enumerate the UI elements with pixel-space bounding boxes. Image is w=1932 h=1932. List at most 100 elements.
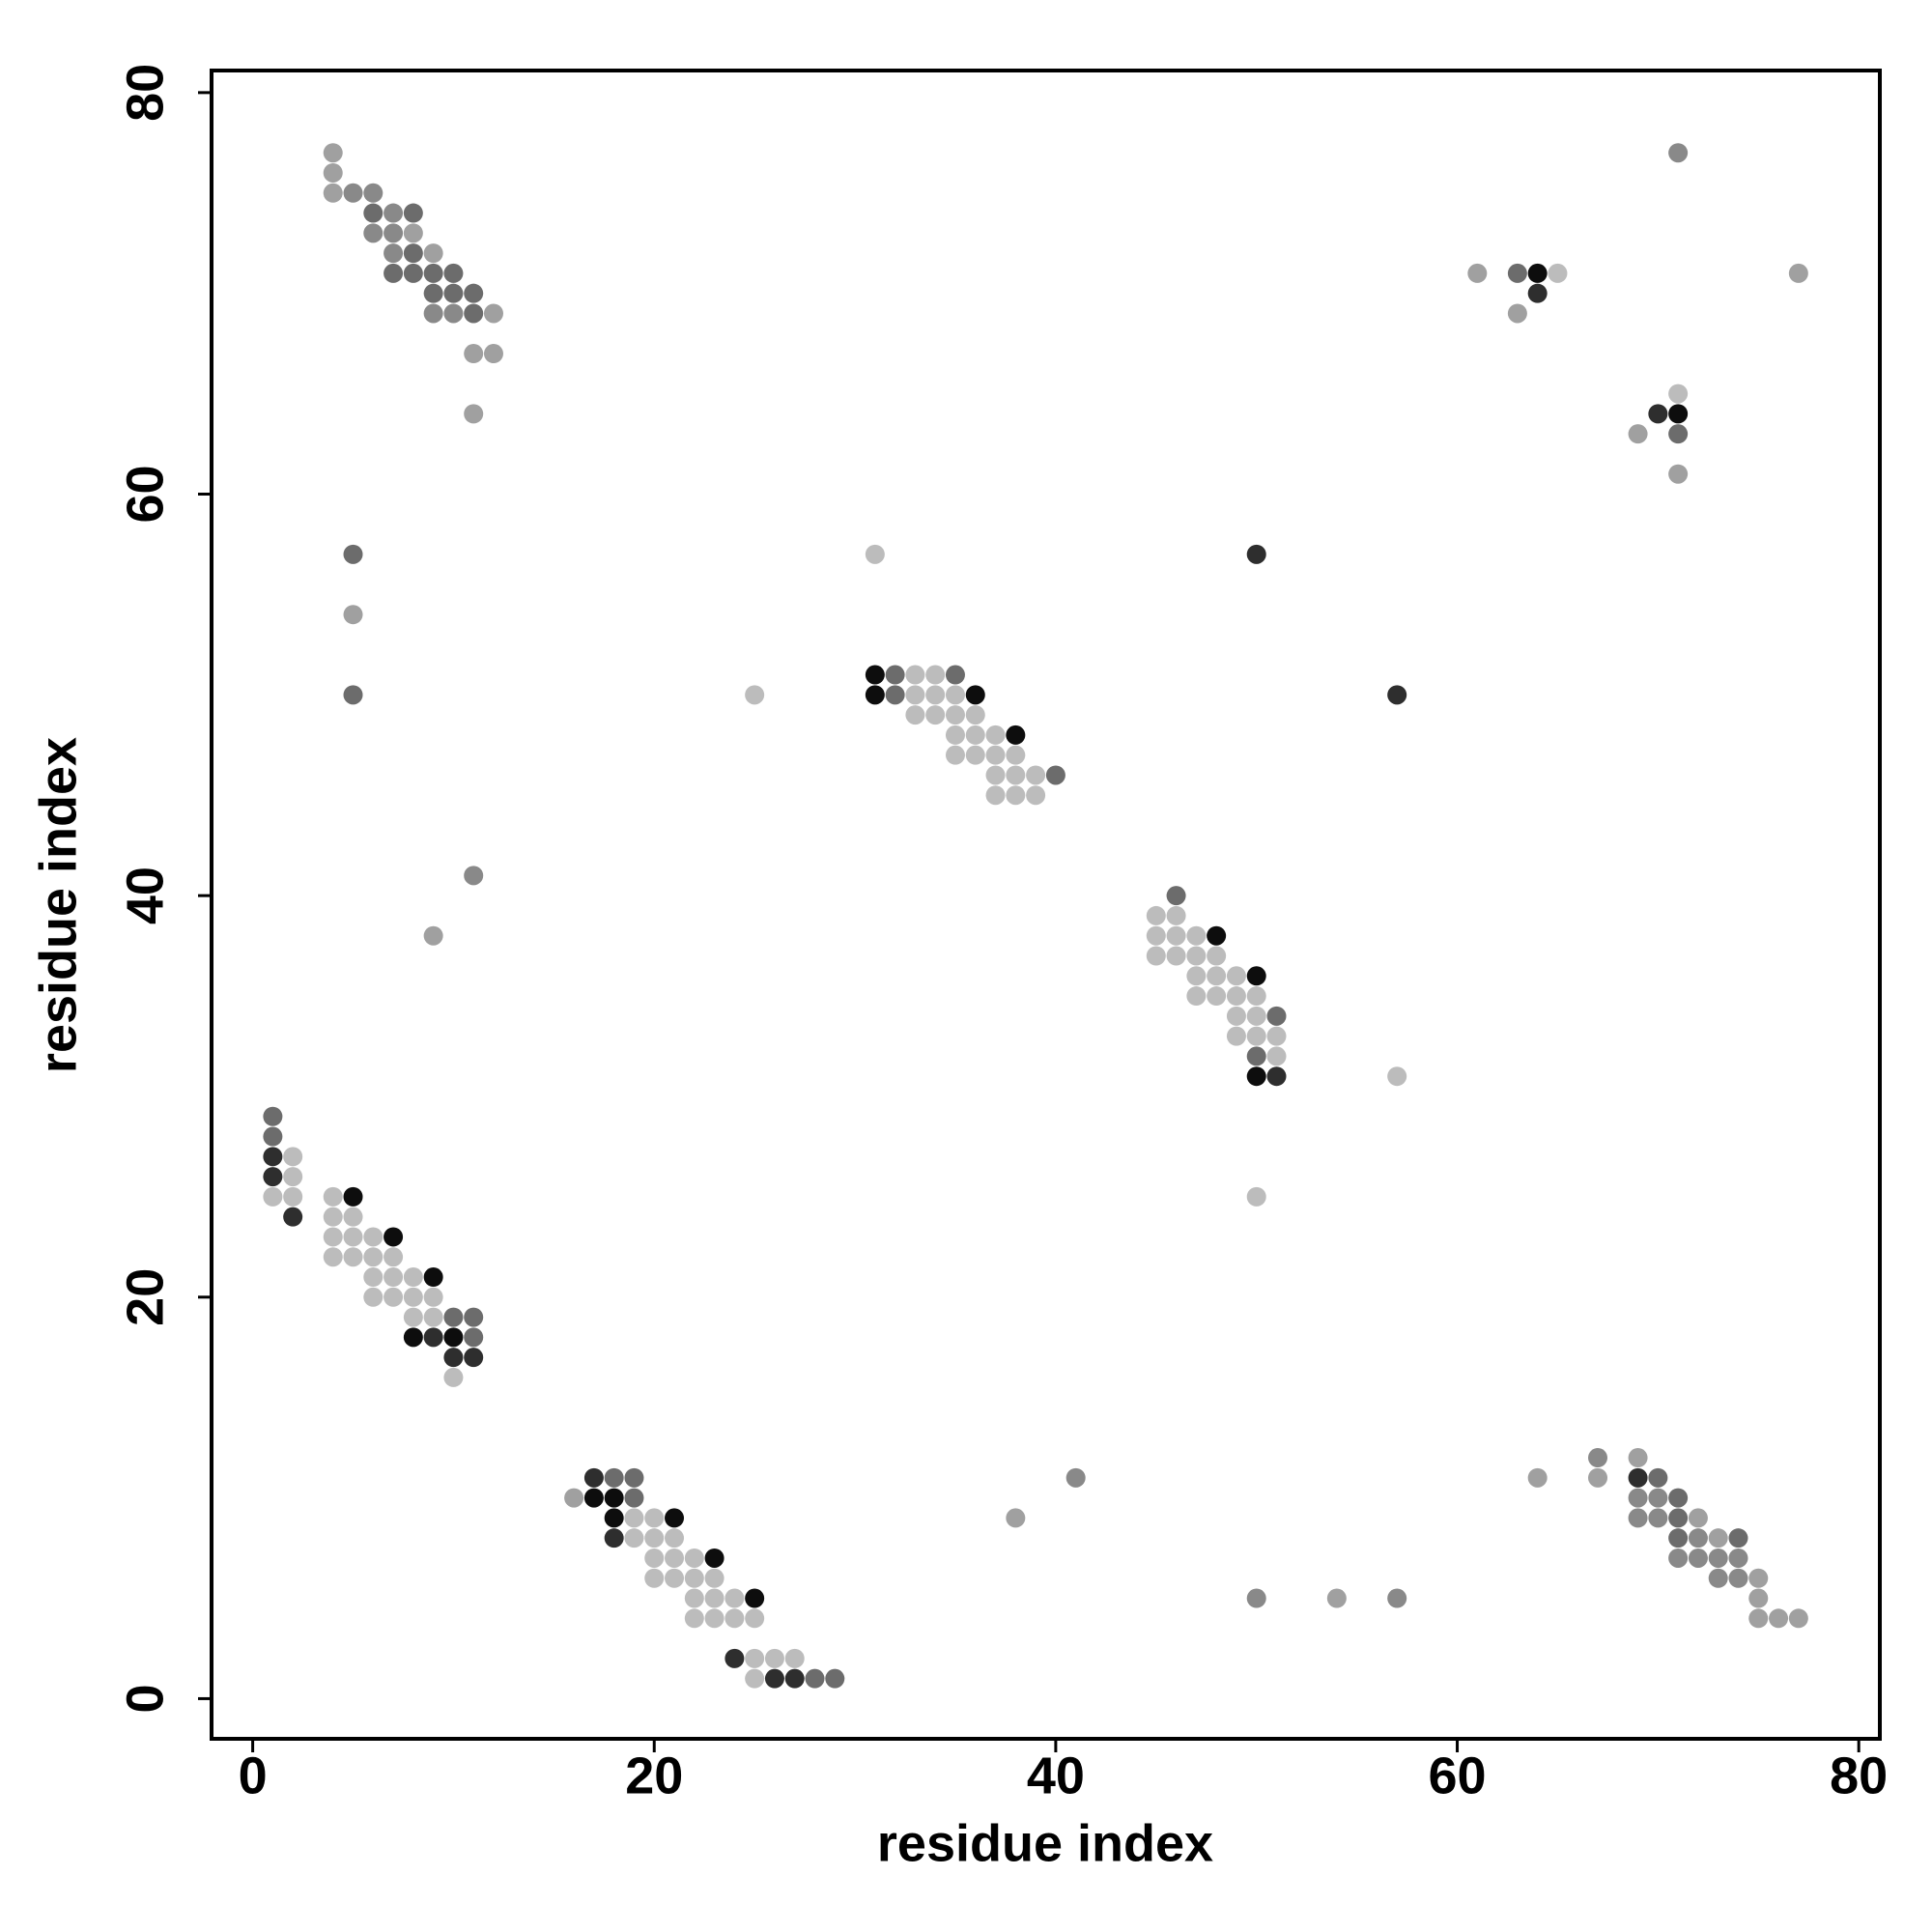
- point: [343, 685, 363, 705]
- point: [784, 1668, 805, 1689]
- point: [464, 1327, 484, 1348]
- point: [1708, 1528, 1728, 1548]
- point: [624, 1488, 644, 1508]
- point: [1166, 946, 1186, 966]
- point: [1548, 263, 1568, 283]
- point: [985, 745, 1006, 765]
- x-tick-label: 80: [1830, 1747, 1888, 1804]
- point: [1166, 886, 1186, 906]
- plot-frame: [210, 69, 1882, 1741]
- point: [363, 1267, 384, 1288]
- point: [624, 1508, 644, 1528]
- point: [865, 665, 885, 685]
- point: [583, 1488, 604, 1508]
- point: [323, 162, 343, 183]
- point: [403, 1307, 423, 1327]
- point: [1628, 1488, 1648, 1508]
- point: [1708, 1548, 1728, 1568]
- point: [384, 203, 404, 223]
- point: [343, 183, 363, 203]
- point: [423, 1287, 443, 1307]
- point: [1266, 1046, 1287, 1066]
- point: [423, 1267, 443, 1288]
- point: [384, 1227, 404, 1247]
- point: [403, 1327, 423, 1348]
- point: [384, 1267, 404, 1288]
- point: [925, 705, 946, 725]
- point: [443, 1348, 464, 1368]
- point: [1026, 765, 1046, 785]
- point: [644, 1548, 665, 1568]
- point: [1588, 1467, 1608, 1488]
- point: [323, 1207, 343, 1227]
- point: [1668, 1488, 1689, 1508]
- point: [283, 1186, 303, 1207]
- point: [483, 344, 503, 364]
- point: [1006, 724, 1026, 745]
- point: [1788, 1608, 1808, 1629]
- point: [1387, 685, 1407, 705]
- point: [423, 243, 443, 264]
- point: [965, 685, 985, 705]
- point: [604, 1467, 624, 1488]
- point: [283, 1207, 303, 1227]
- point: [745, 1648, 765, 1668]
- x-tick-label: 0: [239, 1747, 268, 1804]
- point: [745, 1608, 765, 1629]
- point: [1246, 1588, 1266, 1608]
- point: [1026, 785, 1046, 806]
- point: [423, 925, 443, 946]
- point: [464, 303, 484, 324]
- point: [1688, 1508, 1708, 1528]
- point: [985, 724, 1006, 745]
- point: [343, 1247, 363, 1267]
- point: [1186, 966, 1207, 986]
- point: [1748, 1568, 1769, 1588]
- point: [1527, 263, 1548, 283]
- point: [1006, 1508, 1026, 1528]
- point: [1207, 966, 1227, 986]
- point: [363, 1227, 384, 1247]
- point: [1467, 263, 1488, 283]
- point: [583, 1467, 604, 1488]
- point: [965, 705, 985, 725]
- point: [283, 1167, 303, 1187]
- point: [1668, 143, 1689, 163]
- point: [885, 685, 905, 705]
- point: [443, 303, 464, 324]
- point: [343, 1186, 363, 1207]
- point: [604, 1488, 624, 1508]
- point: [443, 283, 464, 303]
- point: [1226, 1026, 1246, 1046]
- point: [1769, 1608, 1789, 1629]
- point: [1648, 1508, 1668, 1528]
- point: [1628, 1448, 1648, 1468]
- point: [724, 1608, 745, 1629]
- point: [1266, 1066, 1287, 1087]
- point: [1186, 946, 1207, 966]
- point: [1748, 1608, 1769, 1629]
- point: [1207, 986, 1227, 1007]
- point: [1246, 1046, 1266, 1066]
- point: [1246, 1006, 1266, 1026]
- point: [1628, 424, 1648, 444]
- point: [323, 183, 343, 203]
- point: [403, 1287, 423, 1307]
- point: [1648, 404, 1668, 424]
- point: [644, 1508, 665, 1528]
- point: [945, 745, 965, 765]
- point: [283, 1147, 303, 1167]
- point: [684, 1568, 704, 1588]
- point: [343, 1207, 363, 1227]
- point: [263, 1126, 283, 1147]
- y-tick-label: 20: [116, 1268, 174, 1326]
- point: [624, 1528, 644, 1548]
- point: [604, 1528, 624, 1548]
- point: [704, 1608, 724, 1629]
- point: [724, 1588, 745, 1608]
- point: [1668, 1528, 1689, 1548]
- point: [263, 1167, 283, 1187]
- point: [1668, 1548, 1689, 1568]
- point: [363, 1247, 384, 1267]
- point: [384, 223, 404, 243]
